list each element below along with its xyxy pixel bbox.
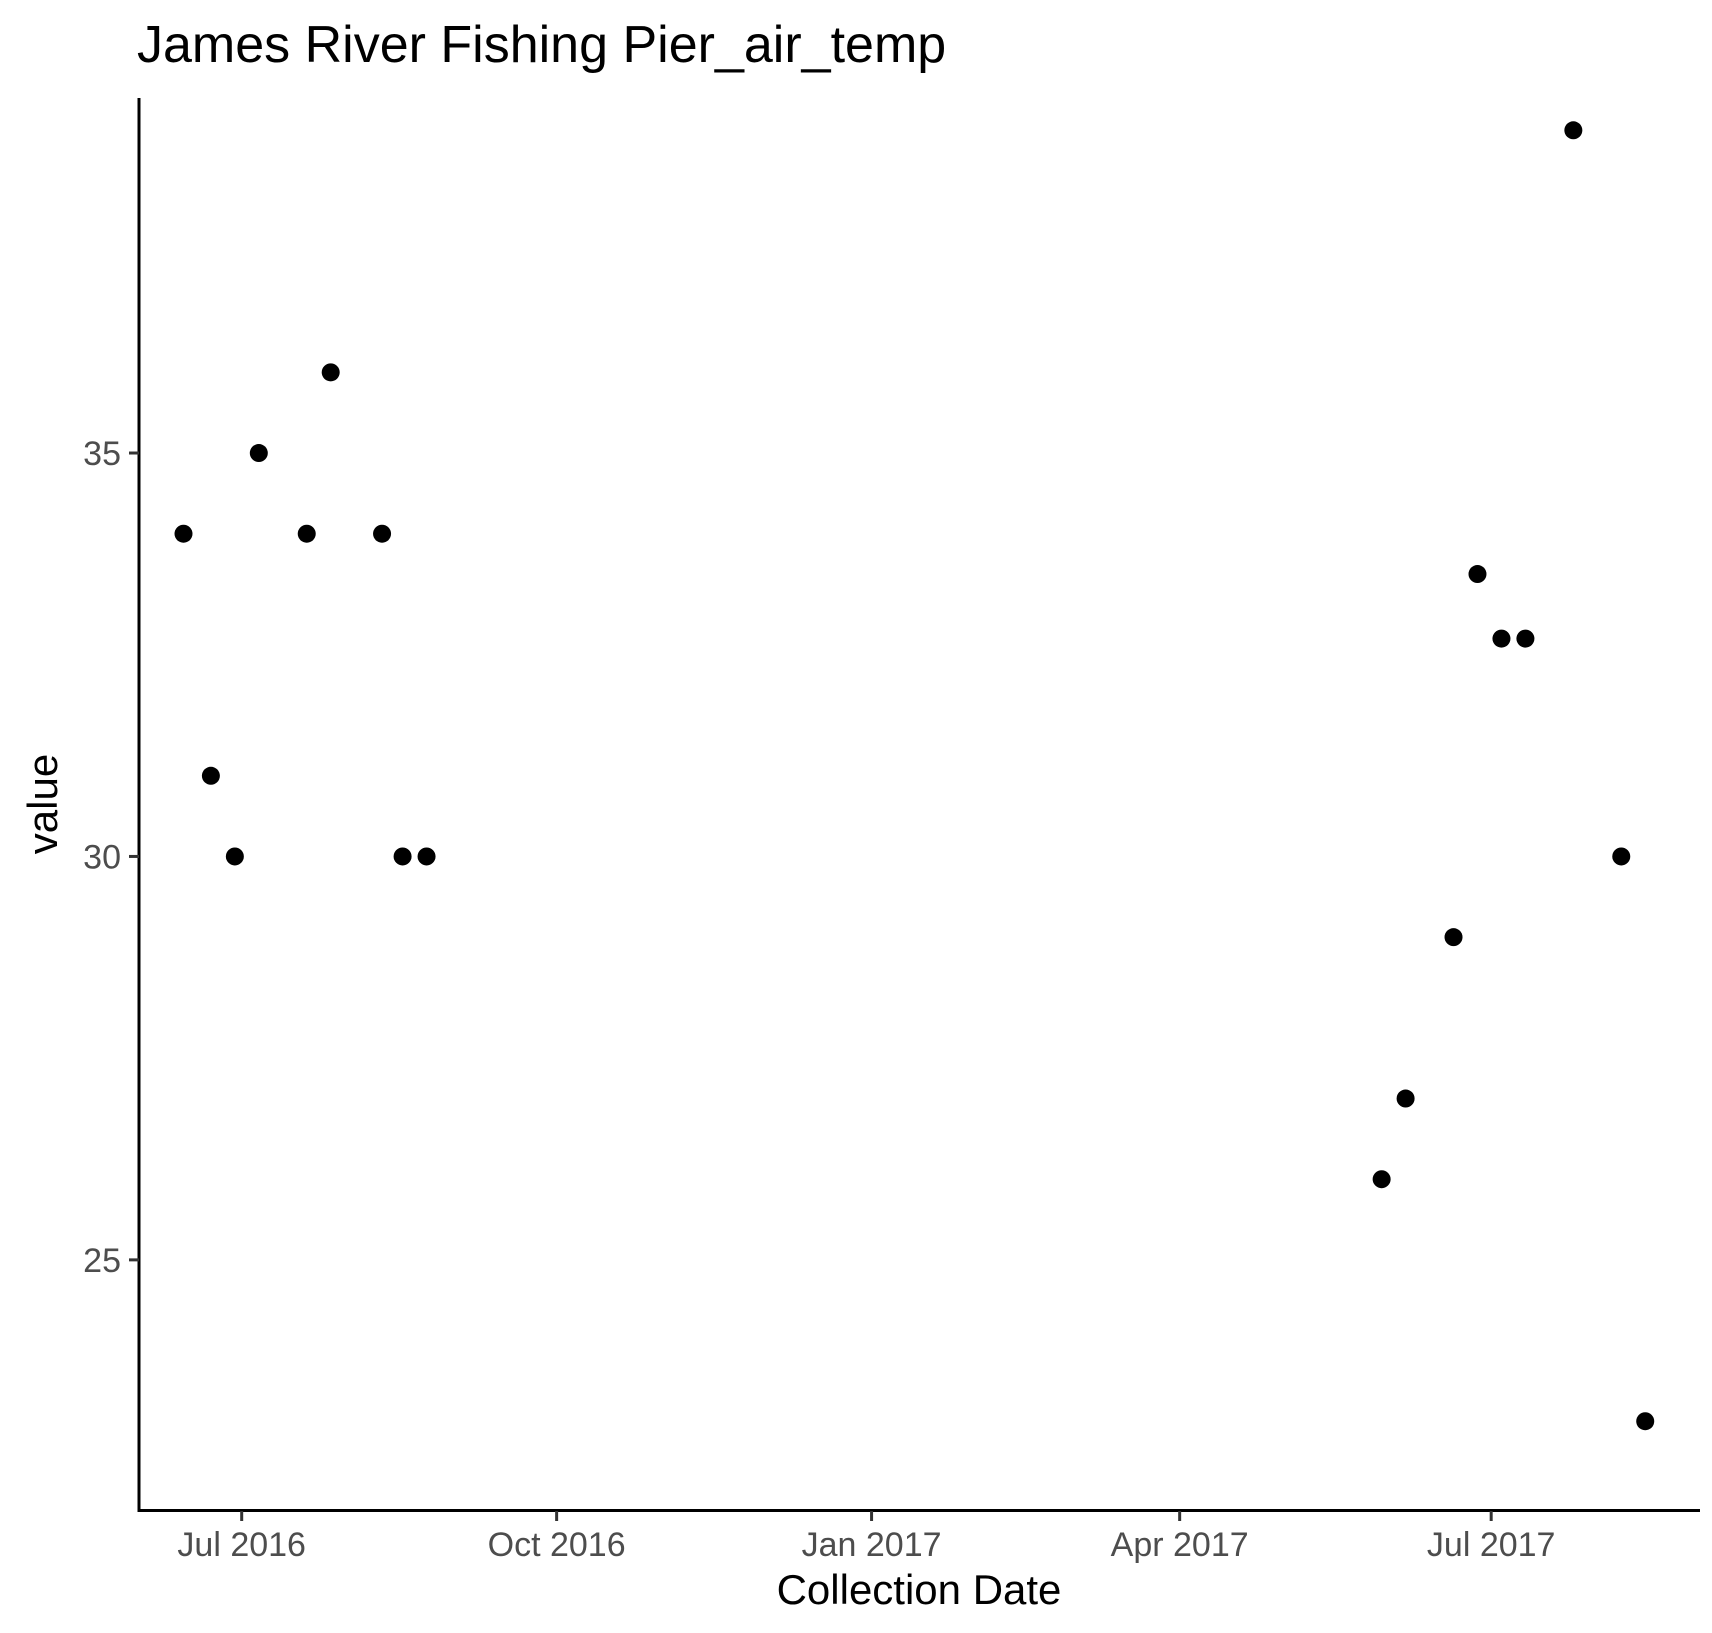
y-tick-label: 35 xyxy=(83,435,121,473)
data-point xyxy=(225,847,244,866)
data-point xyxy=(373,524,392,543)
data-point xyxy=(201,766,220,785)
data-point xyxy=(1444,928,1463,947)
y-axis-ticks: 25 30 35 xyxy=(83,435,139,1280)
data-point xyxy=(1516,629,1535,648)
data-points xyxy=(174,121,1655,1431)
data-point xyxy=(297,524,316,543)
data-point xyxy=(249,444,268,463)
data-point xyxy=(1636,1412,1655,1431)
data-point xyxy=(393,847,412,866)
data-point xyxy=(1468,565,1487,584)
data-point xyxy=(1372,1170,1391,1189)
x-axis-title: Collection Date xyxy=(777,1566,1062,1613)
x-tick-label: Jul 2017 xyxy=(1427,1526,1556,1564)
x-axis-ticks: Jul 2016 Oct 2016 Jan 2017 Apr 2017 Jul 2017 xyxy=(177,1511,1555,1564)
x-tick-label: Jan 2017 xyxy=(802,1526,942,1564)
chart-title: James River Fishing Pier_air_temp xyxy=(137,16,946,74)
x-tick-label: Apr 2017 xyxy=(1111,1526,1249,1564)
x-tick-label: Oct 2016 xyxy=(488,1526,626,1564)
y-tick-label: 25 xyxy=(83,1242,121,1280)
data-point xyxy=(417,847,436,866)
data-point xyxy=(1612,847,1631,866)
y-axis-title: value xyxy=(19,754,66,854)
data-point xyxy=(1492,629,1511,648)
data-point xyxy=(174,524,193,543)
data-point xyxy=(1564,121,1583,140)
data-point xyxy=(1396,1089,1415,1108)
y-tick-label: 30 xyxy=(83,838,121,876)
x-tick-label: Jul 2016 xyxy=(177,1526,306,1564)
data-point xyxy=(321,363,340,382)
